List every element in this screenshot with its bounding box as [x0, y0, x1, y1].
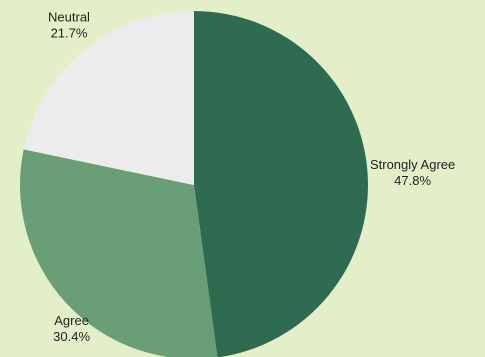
- pie-slice-agree: [20, 149, 218, 357]
- pie-percent-neutral: 21.7%: [51, 26, 88, 41]
- pie-percent-agree: 30.4%: [53, 329, 90, 344]
- pie-label-strongly-agree: Strongly Agree: [370, 157, 455, 172]
- pie-slice-strongly-agree: [194, 11, 368, 357]
- pie-label-agree: Agree: [54, 313, 89, 328]
- pie-percent-strongly-agree: 47.8%: [394, 173, 431, 188]
- pie-label-neutral: Neutral: [48, 10, 90, 25]
- pie-slice-neutral: [23, 11, 195, 185]
